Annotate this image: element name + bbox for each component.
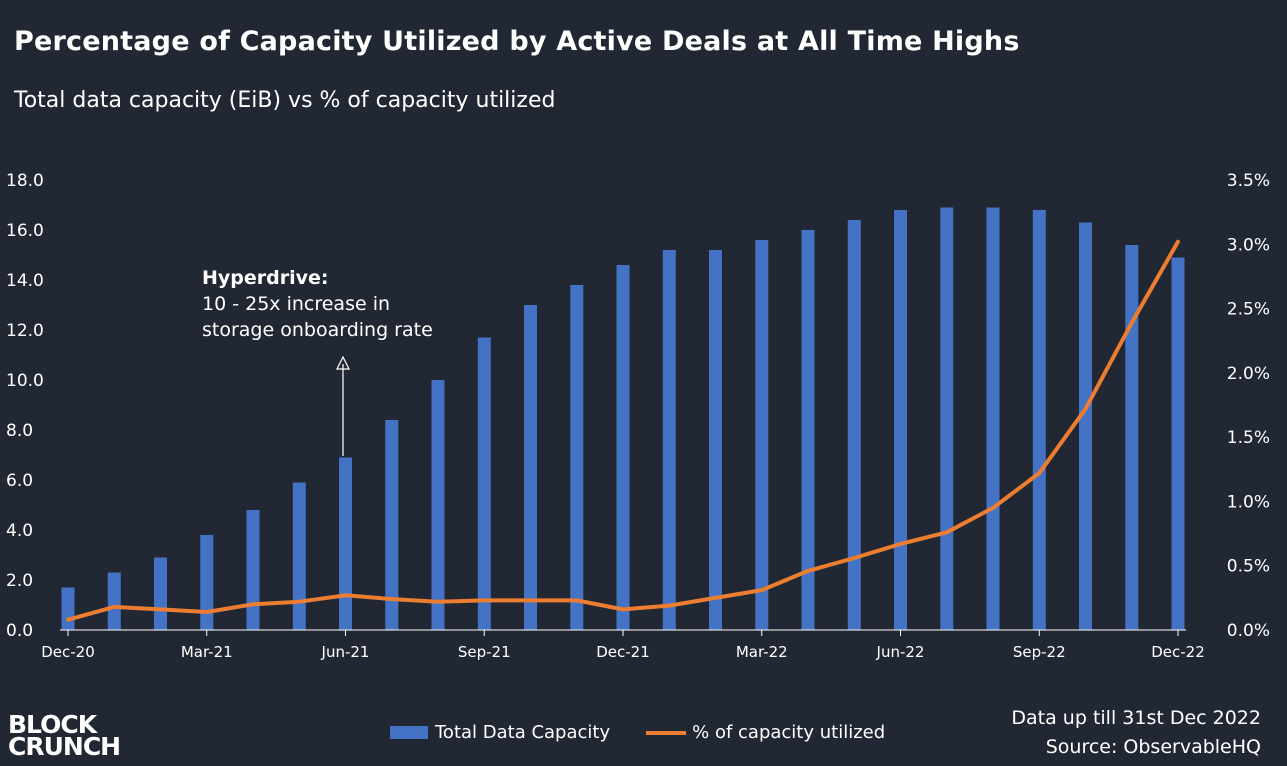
bar-Mar-22 (755, 240, 769, 630)
source-label: Source: ObservableHQ (1045, 736, 1261, 758)
legend-bar-swatch (390, 726, 428, 739)
bar-Jan-21 (107, 572, 121, 630)
legend-line-swatch (646, 730, 687, 735)
right-axis-tick-label: 1.5% (1227, 428, 1270, 448)
utilization-line (66, 239, 1180, 622)
bar-Feb-22 (709, 250, 722, 630)
left-axis-tick-label: 8.0 (6, 421, 33, 441)
left-axis-tick-label: 10.0 (6, 371, 44, 391)
data-date-note: Data up till 31st Dec 2022 (1011, 707, 1261, 729)
bar-Nov-21 (570, 285, 584, 630)
left-axis-tick-label: 16.0 (6, 221, 44, 241)
right-axis-tick-label: 0.5% (1227, 557, 1270, 577)
bar-Dec-22 (1171, 257, 1185, 630)
left-axis-tick-label: 4.0 (6, 521, 33, 541)
x-tick-label: Mar-22 (736, 643, 788, 661)
bar-series (61, 207, 1185, 630)
x-tick-label: Mar-21 (181, 643, 233, 661)
blockcrunch-logo: BLOCK CRUNCH (6, 710, 156, 762)
bar-Jun-21 (339, 457, 352, 630)
bar-Jul-21 (385, 420, 399, 630)
bar-Jul-22 (940, 207, 954, 630)
x-tick-label: Dec-22 (1151, 643, 1205, 661)
chart-title: Percentage of Capacity Utilized by Activ… (14, 26, 1020, 57)
right-axis-tick-label: 1.0% (1227, 492, 1270, 512)
chart-legend: Total Data Capacity % of capacity utiliz… (390, 722, 885, 743)
hyperdrive-annotation: Hyperdrive: 10 - 25x increase in storage… (202, 265, 433, 343)
bar-Mar-21 (200, 535, 214, 630)
left-axis-tick-label: 0.0 (6, 621, 33, 641)
bar-May-22 (847, 220, 861, 630)
left-axis-tick-label: 6.0 (6, 471, 33, 491)
x-tick-label: Dec-20 (41, 643, 95, 661)
bar-Apr-21 (246, 510, 260, 630)
line-series (66, 239, 1180, 622)
bar-Jun-22 (894, 210, 907, 630)
bar-Feb-21 (154, 557, 167, 630)
bar-Aug-22 (986, 207, 1000, 630)
bar-Sep-21 (477, 337, 491, 630)
right-axis-tick-label: 2.0% (1227, 364, 1270, 384)
logo-line-2: CRUNCH (8, 732, 121, 761)
left-axis-tick-label: 2.0 (6, 571, 33, 591)
x-tick-label: Sep-21 (458, 643, 511, 661)
chart-subtitle: Total data capacity (EiB) vs % of capaci… (14, 88, 556, 113)
bar-Oct-21 (524, 305, 537, 630)
right-axis-tick-label: 3.5% (1227, 171, 1270, 191)
source-note: Data up till 31st Dec 2022 Source: Obser… (1011, 704, 1261, 762)
annotation-arrow (336, 355, 350, 456)
bar-Dec-21 (616, 265, 630, 630)
left-axis-labels: 0.0 2.0 4.0 6.0 8.0 10.0 12.0 14.0 16.0 18.0 (6, 171, 44, 641)
bar-Sep-22 (1032, 210, 1046, 630)
x-tick-label: Dec-21 (596, 643, 650, 661)
logo-line-1: BLOCK (8, 710, 97, 739)
right-axis-tick-label: 0.0% (1227, 621, 1270, 641)
left-axis-tick-label: 14.0 (6, 271, 44, 291)
x-tick-label: Jun-22 (876, 643, 925, 661)
right-axis-labels: 0.0% 0.5% 1.0% 1.5% 2.0% 2.5% 3.0% 3.5% (1227, 171, 1270, 641)
bar-Aug-21 (431, 380, 445, 630)
x-axis-ticks (67, 630, 1179, 636)
legend-line-label: % of capacity utilized (692, 722, 886, 743)
legend-bar-label: Total Data Capacity (435, 722, 611, 743)
annotation-line-2: storage onboarding rate (202, 319, 433, 341)
x-axis-labels: Dec-20 Mar-21 Jun-21 Sep-21 Dec-21 Mar-22 Jun-… (41, 643, 1205, 661)
annotation-line-1: 10 - 25x increase in (202, 293, 391, 315)
bar-Nov-22 (1125, 245, 1139, 630)
left-axis-tick-label: 18.0 (6, 171, 44, 191)
right-axis-tick-label: 3.0% (1227, 235, 1270, 255)
x-tick-label: Sep-22 (1013, 643, 1066, 661)
bar-Dec-20 (61, 587, 75, 630)
annotation-heading: Hyperdrive: (202, 267, 329, 289)
left-axis-tick-label: 12.0 (6, 321, 44, 341)
bar-Oct-22 (1079, 222, 1092, 630)
bar-Jan-22 (662, 250, 676, 630)
bar-May-21 (292, 482, 306, 630)
bar-Apr-22 (801, 230, 815, 630)
x-tick-label: Jun-21 (321, 643, 370, 661)
right-axis-tick-label: 2.5% (1227, 300, 1270, 320)
